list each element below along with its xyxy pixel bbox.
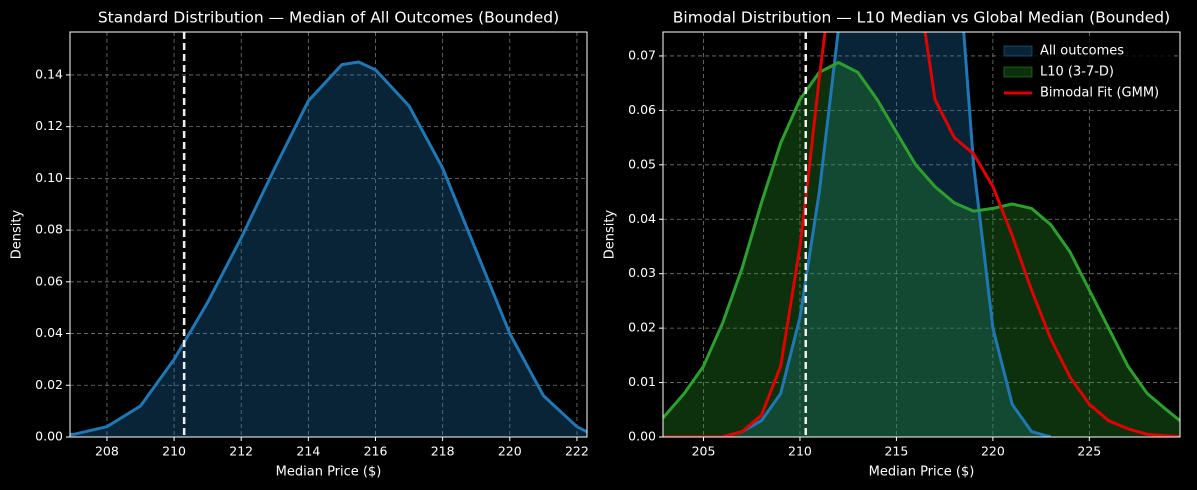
y-tick-label: 0.02 xyxy=(628,320,656,335)
density-line xyxy=(663,32,1180,437)
x-tick-label: 220 xyxy=(498,444,522,459)
x-axis-label: Median Price ($) xyxy=(276,465,382,480)
density-line xyxy=(722,32,1052,437)
y-axis-label: Density xyxy=(603,209,618,259)
y-tick-label: 0.06 xyxy=(628,102,656,117)
y-axis-label: Density xyxy=(10,209,25,259)
legend-label: L10 (3-7-D) xyxy=(1040,65,1114,80)
y-tick-label: 0.04 xyxy=(628,211,656,226)
plot-frame xyxy=(69,31,588,438)
legend-label: All outcomes xyxy=(1040,44,1124,59)
legend-swatch xyxy=(1003,45,1033,57)
chart-title: Bimodal Distribution — L10 Median vs Glo… xyxy=(673,9,1170,27)
x-tick-label: 208 xyxy=(95,444,119,459)
y-tick-label: 0.05 xyxy=(628,156,656,171)
x-tick-label: 212 xyxy=(229,444,253,459)
y-tick-label: 0.01 xyxy=(628,374,656,389)
y-tick-label: 0.06 xyxy=(35,273,63,288)
plot-layer xyxy=(70,32,587,437)
y-tick-label: 0.00 xyxy=(35,429,63,444)
y-tick-label: 0.03 xyxy=(628,265,656,280)
y-tick-label: 0.00 xyxy=(628,429,656,444)
x-axis-label: Median Price ($) xyxy=(869,465,975,480)
area-fill xyxy=(70,62,587,437)
x-tick-label: 220 xyxy=(981,444,1005,459)
y-tick-label: 0.10 xyxy=(35,170,63,185)
legend-box xyxy=(996,38,1174,109)
density-line xyxy=(663,61,1180,422)
plot-frame xyxy=(662,31,1181,438)
x-tick-label: 214 xyxy=(296,444,320,459)
plot-layer xyxy=(663,32,1180,437)
y-tick-label: 0.07 xyxy=(628,47,656,62)
legend-swatch xyxy=(1003,66,1033,78)
density-line xyxy=(70,60,587,436)
chart-title: Standard Distribution — Median of All Ou… xyxy=(98,9,559,27)
x-tick-label: 215 xyxy=(884,444,908,459)
plot-area xyxy=(70,32,587,437)
y-tick-label: 0.04 xyxy=(35,325,63,340)
x-tick-label: 205 xyxy=(692,444,716,459)
y-tick-label: 0.12 xyxy=(35,118,63,133)
y-tick-label: 0.14 xyxy=(35,66,63,81)
y-tick-label: 0.08 xyxy=(35,222,63,237)
x-tick-label: 210 xyxy=(162,444,186,459)
x-tick-label: 225 xyxy=(1077,444,1101,459)
x-tick-label: 216 xyxy=(364,444,388,459)
legend-label: Bimodal Fit (GMM) xyxy=(1040,86,1159,101)
x-tick-label: 218 xyxy=(431,444,455,459)
x-tick-label: 210 xyxy=(788,444,812,459)
y-tick-label: 0.02 xyxy=(35,377,63,392)
x-tick-label: 222 xyxy=(565,444,589,459)
